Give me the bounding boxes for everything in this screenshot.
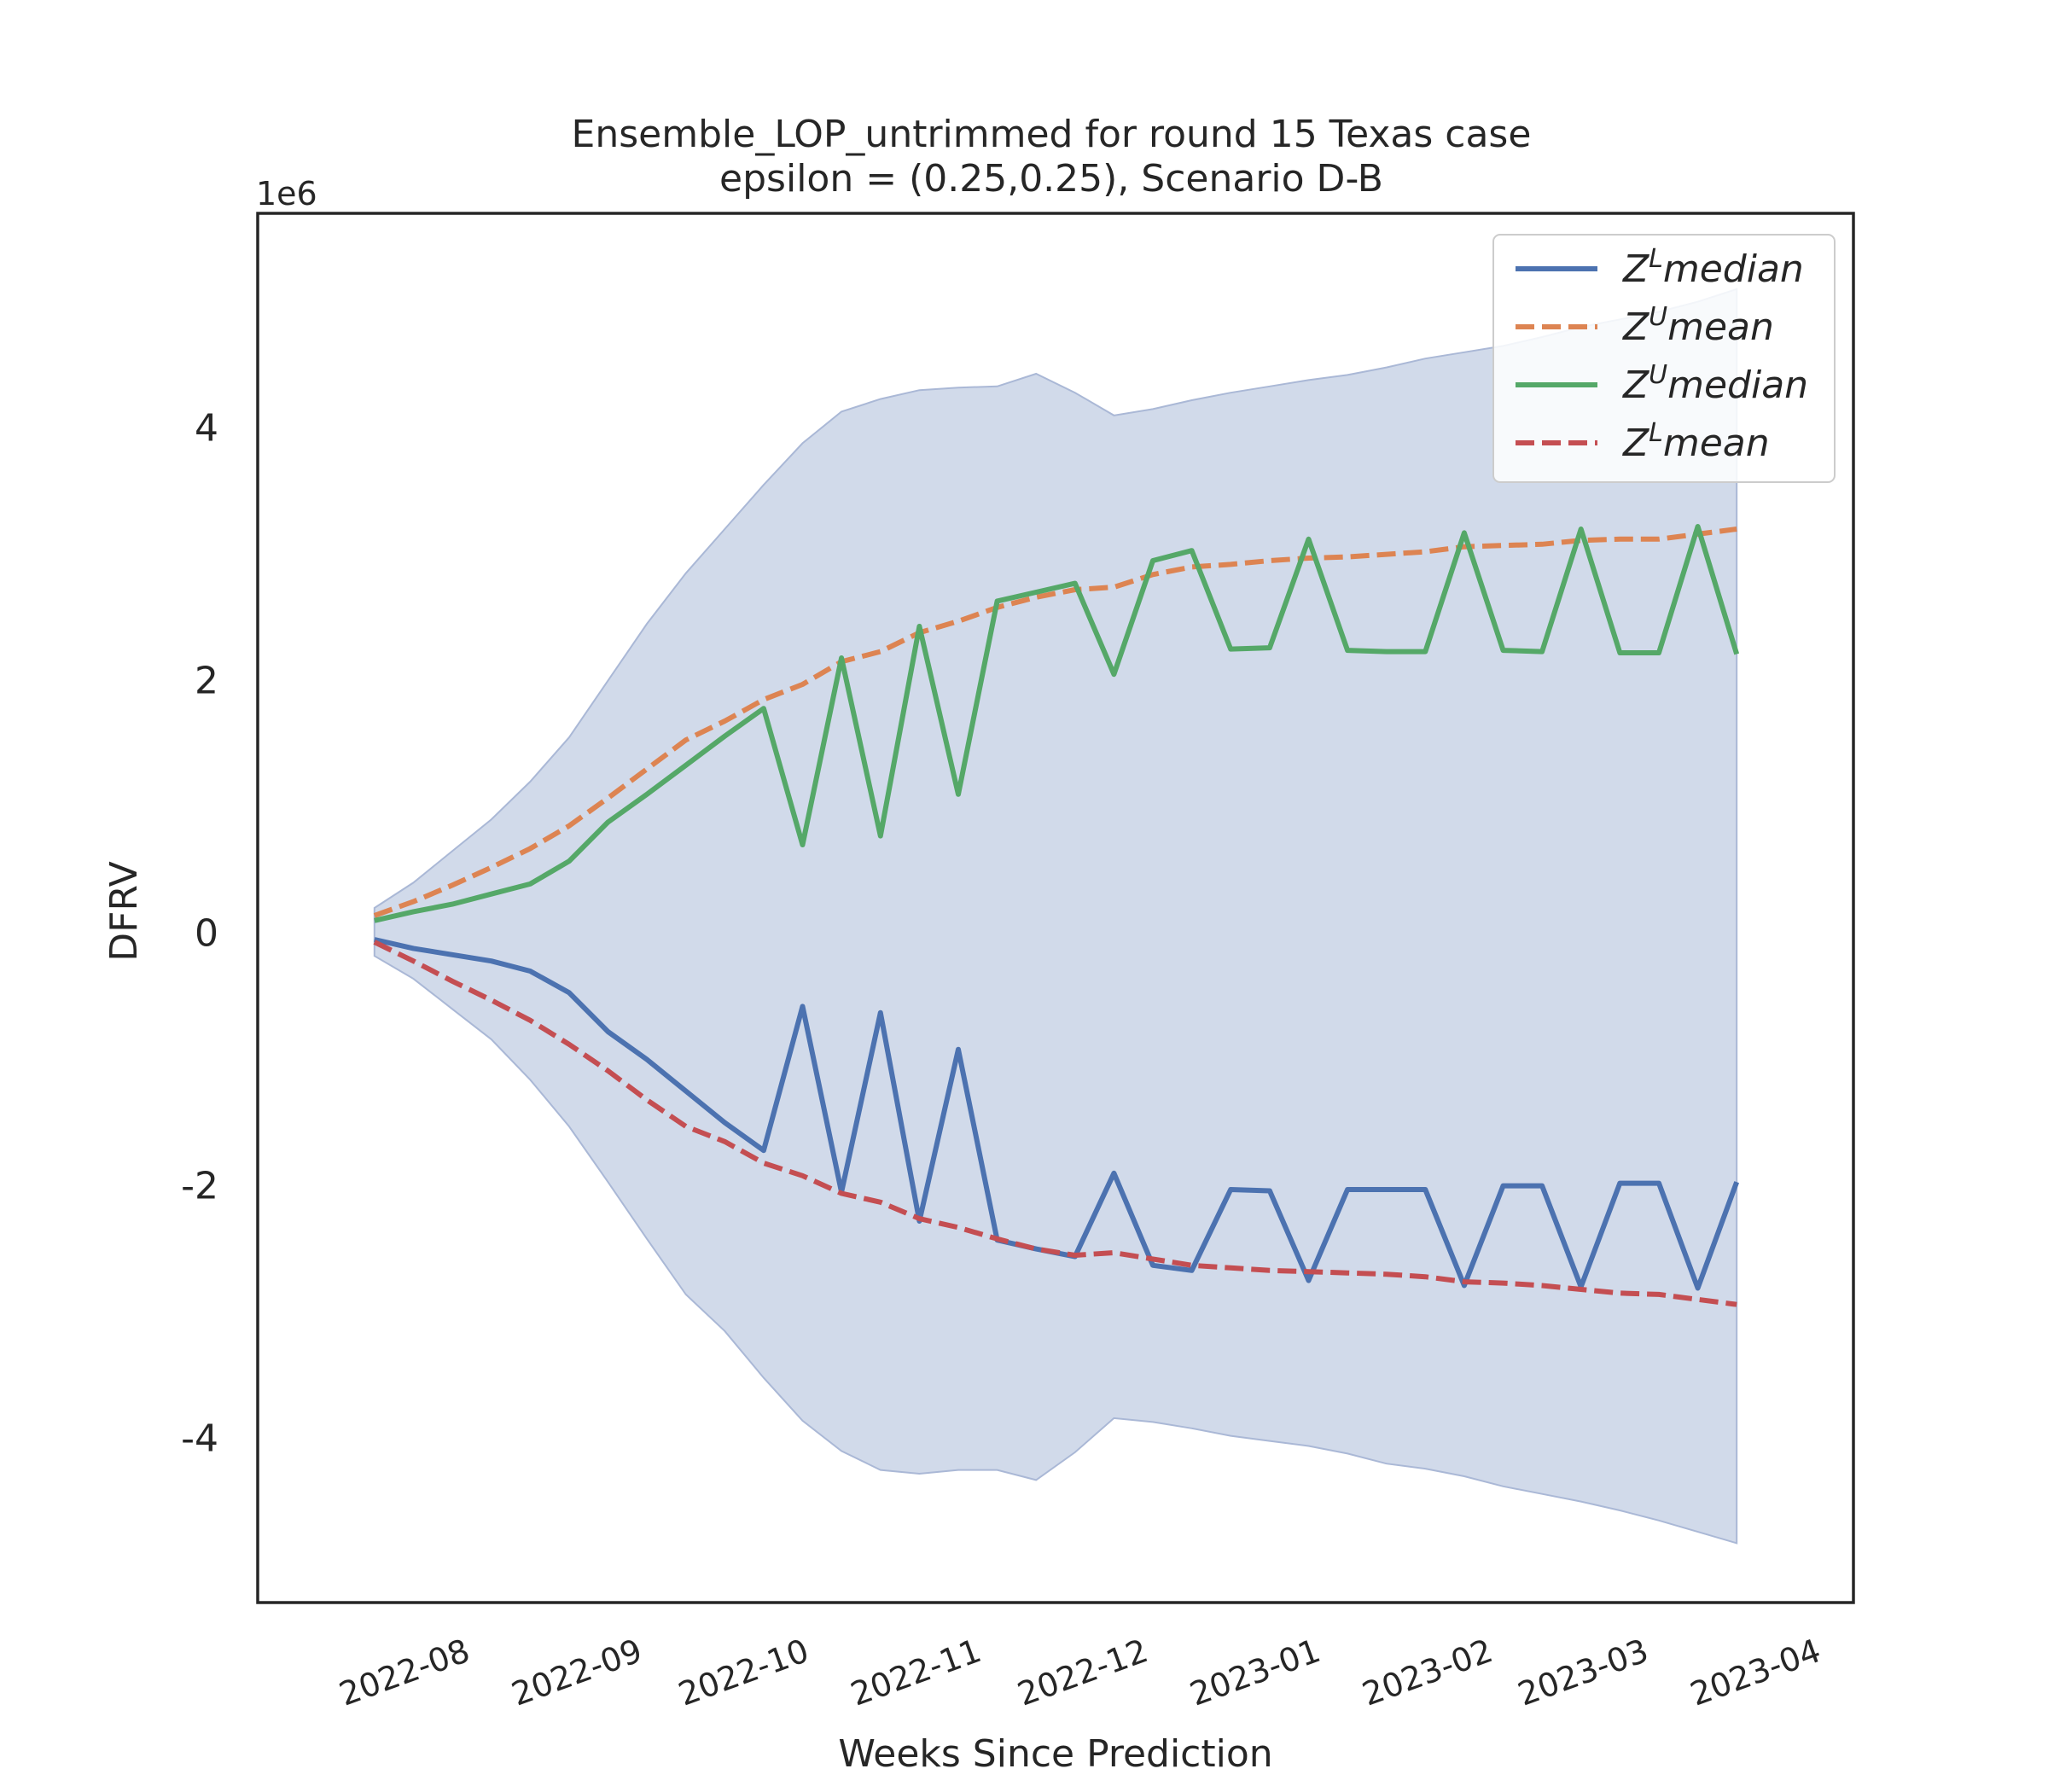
legend-label: ZLmean xyxy=(1622,418,1770,465)
chart-title-line1: Ensemble_LOP_untrimmed for round 15 Texa… xyxy=(572,113,1532,156)
x-tick-label: 2022-11 xyxy=(846,1632,986,1713)
plot-frame xyxy=(256,212,1855,1604)
y-tick-label: 0 xyxy=(195,912,218,956)
legend-label: ZUmedian xyxy=(1622,360,1808,407)
legend-label: ZLmedian xyxy=(1622,244,1804,291)
legend-box xyxy=(1492,234,1836,483)
y-axis-ticks: -4 -2 0 2 4 xyxy=(181,407,218,1461)
y-tick-label: -2 xyxy=(181,1165,218,1208)
x-tick-label: 2022-12 xyxy=(1013,1632,1153,1713)
band-area xyxy=(373,288,1738,1545)
y-tick-label: -4 xyxy=(181,1417,218,1461)
legend-label: ZUmean xyxy=(1622,302,1774,349)
x-tick-label: 2022-10 xyxy=(673,1632,813,1713)
y-tick-label: 4 xyxy=(195,407,218,451)
legend: ZLmedian ZUmean ZUmedian ZLmean xyxy=(1492,234,1836,483)
chart-title-line2: epsilon = (0.25,0.25), Scenario D-B xyxy=(719,157,1383,201)
series-lines xyxy=(373,524,1740,1307)
series-line-zu-mean xyxy=(373,527,1737,918)
x-axis-label: Weeks Since Prediction xyxy=(838,1732,1272,1776)
x-tick-label: 2023-03 xyxy=(1513,1632,1653,1713)
y-axis-label: DFRV xyxy=(102,861,146,961)
x-tick-label: 2023-01 xyxy=(1185,1632,1325,1713)
x-tick-label: 2023-02 xyxy=(1358,1632,1498,1713)
x-tick-label: 2022-09 xyxy=(507,1632,647,1713)
uncertainty-band xyxy=(373,288,1738,1545)
y-tick-label: 2 xyxy=(195,660,218,703)
series-line-zu-median xyxy=(374,524,1740,923)
y-offset-label: 1e6 xyxy=(256,175,317,212)
x-tick-label: 2022-08 xyxy=(335,1632,474,1713)
x-tick-label: 2023-04 xyxy=(1685,1632,1825,1713)
series-line-zl-mean xyxy=(373,940,1737,1307)
x-axis-ticks: 2022-08 2022-09 2022-10 2022-11 2022-12 2023-… xyxy=(335,1632,1826,1713)
